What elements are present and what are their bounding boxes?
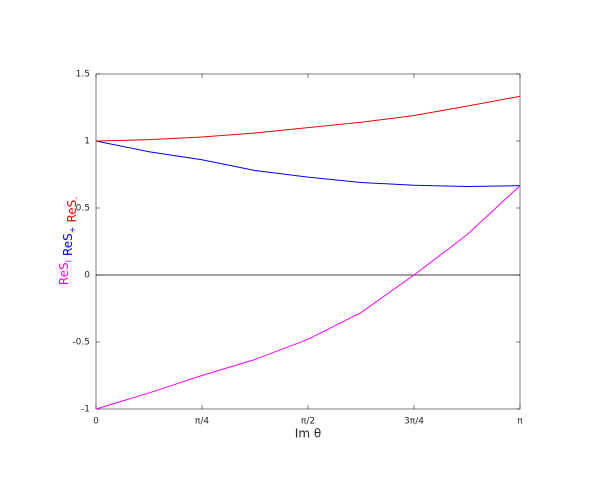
x-tick-label: π/4 xyxy=(195,417,209,427)
y-tick-label: 1 xyxy=(84,137,90,147)
plot-box xyxy=(95,73,521,410)
y-tick-label: -1 xyxy=(81,405,90,415)
x-tick-label: π xyxy=(517,417,523,427)
y-axis-label: ReSIReS+ReS- xyxy=(57,197,81,286)
legend-subscript: + xyxy=(68,227,77,234)
series-line xyxy=(95,140,521,188)
series-line xyxy=(95,95,521,142)
legend-subscript: - xyxy=(72,197,81,200)
y-tick-label: -0.5 xyxy=(72,338,90,348)
legend-subscript: I xyxy=(64,260,73,262)
legend-name: ReS xyxy=(57,262,71,285)
legend-name: ReS xyxy=(65,200,79,223)
x-tick-label: π/2 xyxy=(301,417,315,427)
x-tick-label: 0 xyxy=(93,417,99,427)
y-tick-label: 0.5 xyxy=(76,204,90,214)
x-tick-label: 3π/4 xyxy=(404,417,424,427)
legend-name: ReS xyxy=(61,233,75,256)
y-tick-label: 1.5 xyxy=(76,70,90,80)
x-axis-label: Im θ xyxy=(295,427,321,441)
series-line xyxy=(95,185,521,410)
y-tick-label: 0 xyxy=(84,271,90,281)
